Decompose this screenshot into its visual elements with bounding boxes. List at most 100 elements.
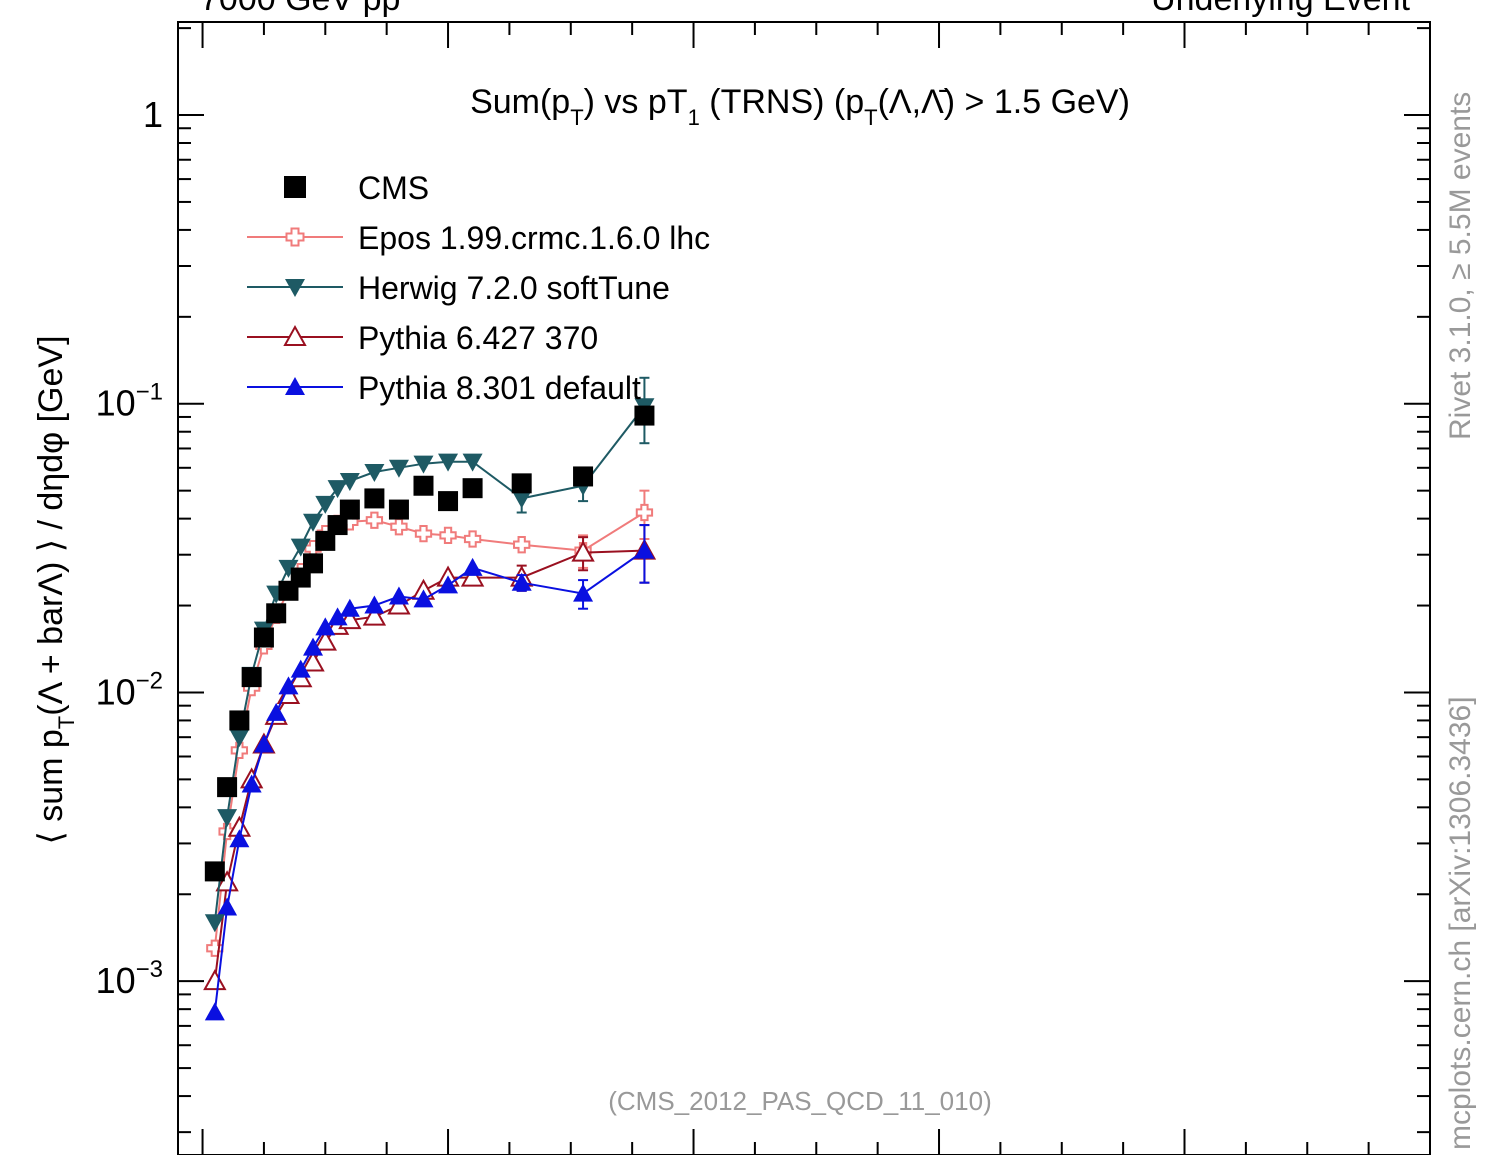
- data-point-epos: [230, 741, 249, 760]
- data-point-pythia8: [315, 617, 336, 636]
- data-point-cms: [204, 861, 225, 882]
- data-point-cms: [364, 488, 385, 509]
- data-point-epos: [218, 822, 236, 841]
- data-point-pythia8: [266, 702, 287, 721]
- analysis-label: (CMS_2012_PAS_QCD_11_010): [608, 1086, 991, 1116]
- data-point-pythia8: [634, 540, 655, 559]
- legend-marker: [283, 324, 307, 346]
- legend-label: Epos 1.99.crmc.1.6.0 lhc: [358, 220, 710, 256]
- legend-label: Pythia 8.301 default: [358, 370, 641, 406]
- data-point-pythia8: [217, 897, 238, 916]
- y-tick-label-exponent: −3: [136, 956, 163, 983]
- data-point-epos: [463, 530, 482, 548]
- side-text-upper: Rivet 3.1.0, ≥ 5.5M events: [1444, 92, 1477, 440]
- data-point-pythia8: [327, 607, 348, 626]
- data-point-herwig: [290, 538, 311, 557]
- data-point-herwig: [204, 914, 225, 933]
- data-point-pythia6: [203, 969, 227, 991]
- y-tick-label-exponent: −1: [136, 379, 163, 406]
- data-point-cms: [438, 491, 459, 512]
- data-point-herwig: [388, 459, 409, 478]
- ylabel-sub: T: [54, 716, 79, 729]
- y-tick-label-exponent: −2: [136, 667, 163, 694]
- data-point-herwig: [364, 464, 385, 483]
- plot-frame: [177, 21, 1431, 1155]
- data-point-herwig: [438, 453, 459, 472]
- title-part-d: (Λ,Λ̄) > 1.5 GeV): [878, 83, 1130, 121]
- y-tick-labels: 110−110−210−3: [96, 94, 163, 1001]
- data-point-pythia8: [462, 557, 483, 576]
- y-tick-label: 10−2: [96, 667, 163, 712]
- legend-label: Pythia 6.427 370: [358, 320, 598, 356]
- legend-marker: [285, 279, 305, 297]
- title-part-b: ) vs pT: [584, 83, 688, 121]
- data-point-cms: [388, 499, 409, 520]
- data-point-cms: [339, 499, 360, 520]
- data-point-epos: [439, 526, 457, 545]
- data-point-cms: [327, 515, 348, 536]
- data-point-pythia8: [573, 583, 594, 602]
- data-point-pythia6: [387, 593, 411, 615]
- series-line-epos: [213, 511, 645, 949]
- data-point-epos: [635, 503, 654, 522]
- data-point-pythia8: [253, 734, 274, 753]
- data-point-cms: [462, 478, 483, 499]
- data-point-pythia6: [301, 650, 325, 672]
- data-point-pythia8: [388, 586, 409, 605]
- data-point-pythia8: [229, 829, 250, 848]
- data-point-herwig: [413, 455, 434, 474]
- y-tick-label-base: 10: [96, 671, 136, 712]
- data-point-pythia8: [241, 774, 262, 793]
- series-pythia8: [204, 524, 655, 1021]
- title-sub-a: T: [570, 105, 583, 130]
- data-point-cms: [634, 405, 655, 426]
- y-tick-label-base: 10: [96, 960, 136, 1001]
- data-point-cms: [217, 777, 238, 798]
- data-point-cms: [303, 553, 324, 574]
- data-point-epos: [513, 536, 531, 554]
- y-axis-label: ⟨ sum pT(Λ + barΛ) ⟩ / dηdφ [GeV]: [32, 335, 79, 844]
- data-point-epos: [414, 524, 433, 543]
- y-tick-label: 10−1: [96, 379, 163, 424]
- legend: CMS Epos 1.99.crmc.1.6.0 lhc Herwig 7.2.0 …: [247, 170, 710, 406]
- legend-marker: [285, 377, 305, 395]
- series-cms: [204, 405, 655, 882]
- data-point-herwig: [303, 513, 324, 532]
- data-point-pythia8: [204, 1002, 225, 1021]
- data-point-cms: [229, 710, 250, 731]
- data-point-pythia8: [511, 572, 532, 591]
- title-part-a: Sum(p: [470, 83, 570, 121]
- data-point-herwig: [217, 809, 238, 828]
- data-point-pythia8: [278, 676, 299, 695]
- data-point-pythia8: [303, 637, 324, 656]
- data-point-pythia8: [413, 589, 434, 608]
- y-tick-label: 10−3: [96, 956, 163, 1001]
- title-sub-b: 1: [688, 105, 700, 130]
- legend-marker: [284, 176, 306, 198]
- side-text-lower: mcplots.cern.ch [arXiv:1306.3436]: [1444, 696, 1477, 1150]
- data-point-cms: [315, 530, 336, 551]
- title-sub-c: T: [864, 105, 877, 130]
- data-point-cms: [413, 475, 434, 496]
- axis-ticks: [178, 22, 1431, 1155]
- data-point-herwig: [511, 490, 532, 509]
- data-point-pythia8: [339, 598, 360, 617]
- legend-marker: [285, 227, 305, 247]
- data-point-pythia8: [438, 575, 459, 594]
- data-point-pythia6: [362, 604, 387, 626]
- data-point-pythia6: [313, 629, 337, 651]
- data-point-herwig: [327, 480, 348, 499]
- data-point-cms: [253, 627, 274, 648]
- series-layer: [203, 376, 657, 1021]
- chart-title: Sum(pT) vs pT1 (TRNS) (pT(Λ,Λ̄) > 1.5 Ge…: [470, 83, 1130, 130]
- data-point-cms: [573, 466, 594, 487]
- series-herwig: [204, 376, 655, 933]
- data-point-herwig: [462, 453, 483, 472]
- data-point-herwig: [229, 729, 250, 748]
- data-point-cms: [266, 603, 287, 624]
- data-point-herwig: [315, 495, 336, 514]
- header-right: Underlying Event: [1151, 0, 1410, 18]
- header-left: 7000 GeV pp: [200, 0, 400, 18]
- data-point-epos: [390, 518, 408, 536]
